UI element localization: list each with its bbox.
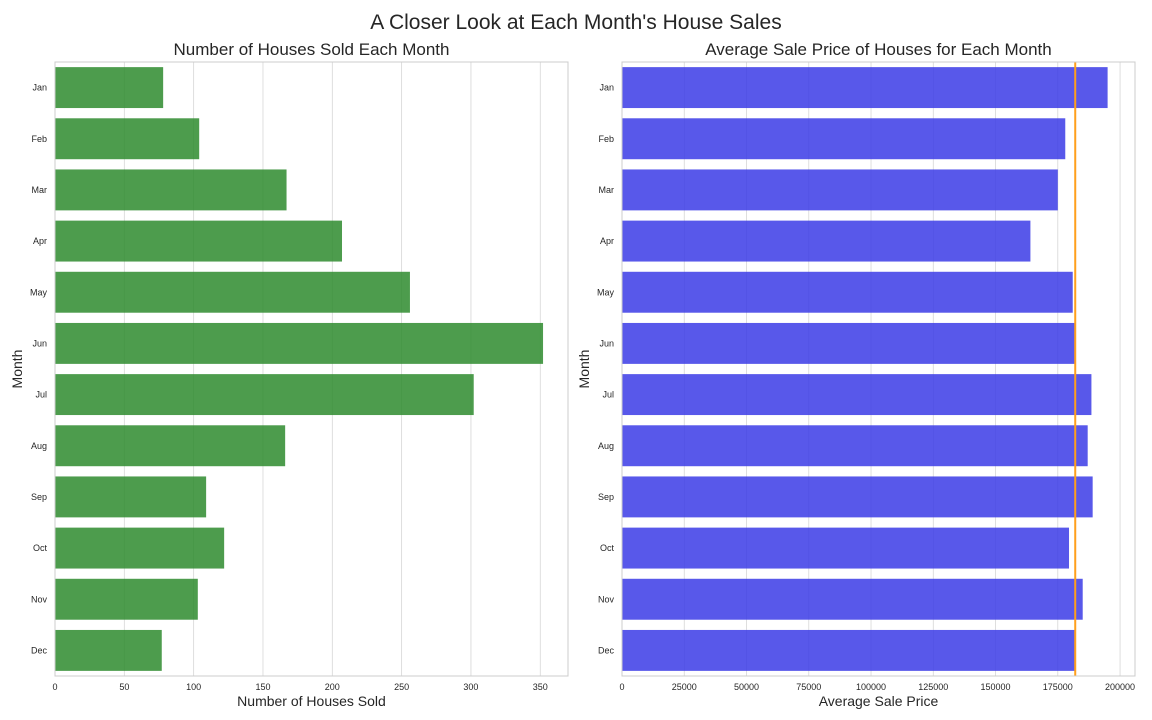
avg-sale-price-chart: 0 25000 50000 75000 100000 125000 150000 175000… (576, 40, 1136, 709)
sold-y-tick-label: Jan (32, 83, 47, 93)
sold-y-tick-label: Oct (33, 543, 48, 553)
sold-chart-title: Number of Houses Sold Each Month (174, 40, 450, 59)
sold-bar-jul (55, 374, 474, 416)
sold-y-tick-label: Feb (31, 134, 47, 144)
price-x-tick-label: 125000 (918, 682, 948, 692)
sold-bar-aug (55, 425, 286, 467)
price-y-axis-label: Month (576, 350, 592, 389)
price-x-tick-label: 175000 (1043, 682, 1073, 692)
sold-y-tick-label: Dec (31, 645, 48, 655)
price-bar-oct (622, 527, 1070, 569)
sold-y-tick-label: Apr (33, 236, 47, 246)
price-bar-feb (622, 118, 1066, 160)
sold-axes-frame (54, 61, 569, 677)
price-y-tick-label: Oct (600, 543, 615, 553)
sold-y-tick-label: Aug (31, 441, 47, 451)
price-y-tick-label: Apr (600, 236, 614, 246)
sold-y-tick-label: Jun (32, 338, 47, 348)
price-y-tick-label: Jun (599, 338, 614, 348)
price-x-tick-label: 75000 (796, 682, 821, 692)
sold-bar-dec (55, 629, 162, 671)
sold-bar-nov (55, 578, 198, 620)
sold-y-tick-label: Nov (31, 594, 48, 604)
price-bar-jul (622, 374, 1092, 416)
sold-y-tick-label: Sep (31, 492, 47, 502)
price-x-tick-label: 100000 (856, 682, 886, 692)
sold-bar-jan (55, 67, 164, 109)
price-y-tick-label: Jul (602, 390, 614, 400)
sold-x-tick-label: 0 (52, 682, 57, 692)
sold-x-tick-label: 150 (255, 682, 270, 692)
price-y-tick-label: Sep (598, 492, 614, 502)
price-y-tick-label: May (597, 287, 615, 297)
sold-y-tick-label: May (30, 287, 48, 297)
figure-suptitle: A Closer Look at Each Month's House Sale… (370, 11, 781, 34)
price-x-tick-label: 25000 (672, 682, 697, 692)
sold-x-tick-label: 50 (119, 682, 129, 692)
sold-x-tick-label: 100 (186, 682, 201, 692)
sold-x-axis-label: Number of Houses Sold (237, 693, 386, 709)
sold-x-tick-label: 250 (394, 682, 409, 692)
sold-x-tick-label: 200 (325, 682, 340, 692)
price-x-tick-label: 150000 (981, 682, 1011, 692)
sold-bar-mar (55, 169, 287, 211)
price-bar-dec (622, 629, 1076, 671)
price-x-tick-label: 50000 (734, 682, 759, 692)
price-y-tick-label: Mar (599, 185, 615, 195)
price-bar-aug (622, 425, 1088, 467)
price-bar-nov (622, 578, 1083, 620)
sold-bar-apr (55, 220, 343, 262)
sold-y-axis-label: Month (9, 350, 25, 389)
houses-sold-chart: 0 50 100 150 200 250 300 350 Jan Feb Mar Apr May Jun J… (9, 40, 569, 709)
price-bar-jan (622, 67, 1108, 109)
price-y-tick-label: Nov (598, 594, 615, 604)
sold-y-tick-label: Jul (35, 390, 47, 400)
price-axes-frame (621, 61, 1136, 677)
price-bar-mar (622, 169, 1058, 211)
price-bar-jun (622, 322, 1076, 364)
sold-x-tick-label: 300 (463, 682, 478, 692)
sold-bar-may (55, 271, 410, 313)
price-x-tick-label: 200000 (1105, 682, 1135, 692)
sold-bar-jun (55, 322, 544, 364)
price-x-tick-label: 0 (619, 682, 624, 692)
price-bar-apr (622, 220, 1031, 262)
price-chart-title: Average Sale Price of Houses for Each Mo… (705, 40, 1051, 59)
price-y-tick-label: Aug (598, 441, 614, 451)
price-y-tick-label: Dec (598, 645, 615, 655)
price-x-axis-label: Average Sale Price (819, 693, 939, 709)
price-y-tick-label: Jan (599, 83, 614, 93)
price-bar-sep (622, 476, 1093, 518)
sold-x-tick-label: 350 (533, 682, 548, 692)
price-y-tick-label: Feb (598, 134, 614, 144)
sold-bar-sep (55, 476, 207, 518)
sold-y-tick-label: Mar (32, 185, 48, 195)
price-bar-may (622, 271, 1073, 313)
sold-bar-feb (55, 118, 200, 160)
sold-bar-oct (55, 527, 225, 569)
